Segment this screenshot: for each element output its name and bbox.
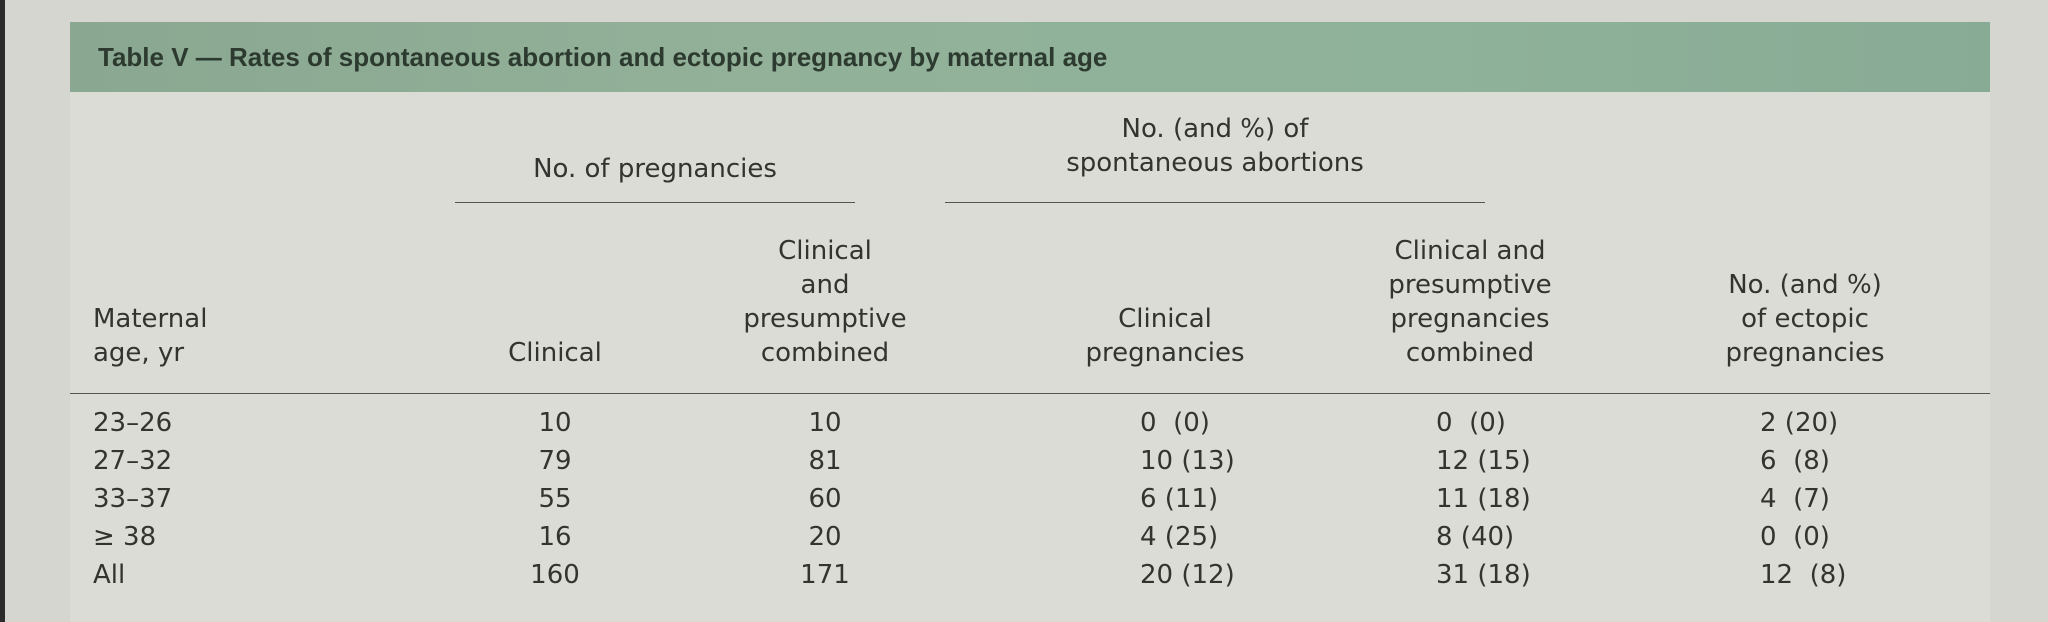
cell-ab-combined: 8 (40) [1436,522,1515,552]
cell-combined: 20 [808,522,842,552]
header-rule [70,393,1990,394]
cell-ectopic: 6 (8) [1760,446,1830,476]
page-left-border [0,0,5,622]
cell-ab-clinical: 20 (12) [1140,560,1235,590]
cell-combined: 171 [800,560,850,590]
col-header-clinical: Clinical [508,338,602,368]
cell-ab-combined: 31 (18) [1436,560,1531,590]
cell-ab-combined: 11 (18) [1436,484,1531,514]
cell-ectopic: 2 (20) [1760,408,1839,438]
cell-clinical: 55 [538,484,572,514]
group-rule-abortions [945,202,1485,203]
cell-ab-clinical: 6 (11) [1140,484,1219,514]
cell-ab-clinical: 10 (13) [1140,446,1235,476]
cell-clinical: 79 [538,446,572,476]
col-header-age: Maternal age, yr [93,304,208,368]
group-header-pregnancies: No. of pregnancies [533,154,777,184]
cell-clinical: 160 [530,560,580,590]
table-title-bar: Table V — Rates of spontaneous abortion … [70,22,1990,92]
cell-ab-clinical: 4 (25) [1140,522,1219,552]
cell-combined: 81 [808,446,842,476]
group-header-abortions: No. (and %) of spontaneous abortions [1066,114,1364,178]
cell-combined: 10 [808,408,842,438]
cell-age: ≥ 38 [93,522,157,552]
cell-age: All [93,560,126,590]
col-header-combined: Clinical and presumptive combined [743,236,907,368]
cell-age: 27–32 [93,446,173,476]
cell-age: 33–37 [93,484,173,514]
cell-ab-clinical: 0 (0) [1140,408,1210,438]
cell-combined: 60 [808,484,842,514]
cell-ab-combined: 0 (0) [1436,408,1506,438]
col-header-ab-combined: Clinical and presumptive pregnancies com… [1388,236,1552,368]
cell-ectopic: 4 (7) [1760,484,1830,514]
cell-ectopic: 0 (0) [1760,522,1830,552]
table-panel: Table V — Rates of spontaneous abortion … [70,22,1990,622]
group-rule-pregnancies [455,202,855,203]
cell-ectopic: 12 (8) [1760,560,1847,590]
cell-clinical: 16 [538,522,572,552]
col-header-ab-clinical: Clinical pregnancies [1085,304,1245,368]
cell-clinical: 10 [538,408,572,438]
col-header-ectopic: No. (and %) of ectopic pregnancies [1725,270,1885,368]
table-title: Table V — Rates of spontaneous abortion … [98,42,1108,72]
cell-ab-combined: 12 (15) [1436,446,1531,476]
cell-age: 23–26 [93,408,173,438]
